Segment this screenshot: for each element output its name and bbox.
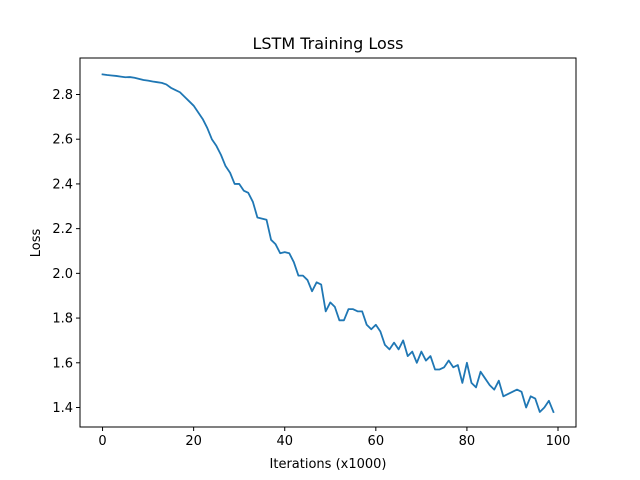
y-tick-label: 2.6 [52, 133, 73, 148]
y-tick-label: 1.8 [52, 312, 73, 327]
x-tick-label: 40 [276, 434, 293, 449]
y-tick-label: 2.2 [52, 222, 73, 237]
plot-frame [79, 57, 577, 428]
x-axis-label: Iterations (x1000) [270, 457, 387, 472]
y-tick-label: 2.0 [52, 267, 73, 282]
x-tick-label: 80 [459, 434, 476, 449]
y-axis-label: Loss [29, 229, 44, 258]
x-tick-label: 20 [185, 434, 202, 449]
y-tick-label: 2.4 [52, 177, 73, 192]
y-tick-label: 1.6 [52, 356, 73, 371]
series-layer [101, 73, 555, 414]
x-tick-label: 0 [98, 434, 106, 449]
plot-area [80, 58, 576, 427]
chart-title: LSTM Training Loss [252, 34, 403, 53]
y-tick-label: 1.4 [52, 401, 73, 416]
x-axis: 0 20 40 60 80 100 [98, 427, 570, 449]
y-tick-label: 2.8 [52, 88, 73, 103]
x-tick-label: 100 [546, 434, 571, 449]
series-line-loss [101, 73, 555, 414]
y-axis: 1.4 1.6 1.8 2.0 2.2 2.4 2.6 2.8 [52, 88, 80, 416]
x-tick-label: 60 [368, 434, 385, 449]
